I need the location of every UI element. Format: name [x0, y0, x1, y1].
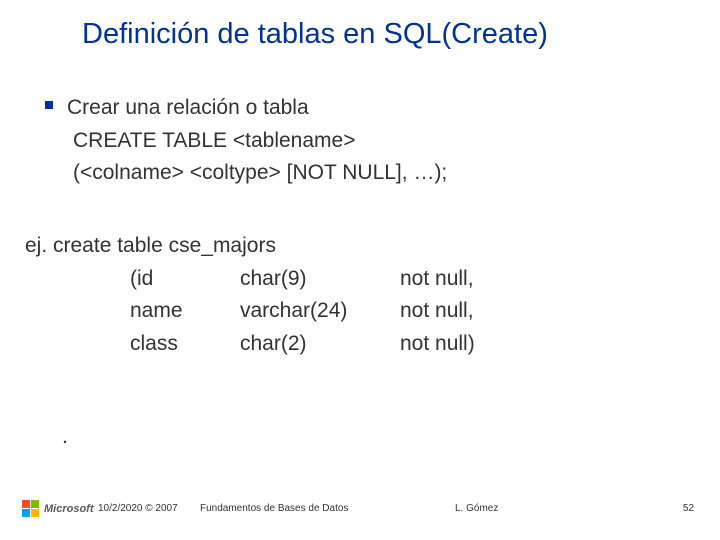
slide: Definición de tablas en SQL(Create) Crea…	[0, 0, 720, 540]
bullet-text-3: (<colname> <coltype> [NOT NULL], …);	[45, 157, 447, 190]
example-row: (id char(9) not null,	[25, 263, 475, 296]
microsoft-logo-text: Microsoft	[44, 503, 94, 515]
example-cell: not null)	[400, 328, 475, 361]
footer: Microsoft 10/2/2020 © 2007 Fundamentos d…	[0, 498, 720, 528]
example-cell: char(2)	[240, 328, 400, 361]
example-cell: (id	[130, 263, 240, 296]
square-bullet-icon	[45, 101, 53, 109]
dot-text: .	[62, 425, 68, 449]
example-cell: class	[130, 328, 240, 361]
example-cell: name	[130, 295, 240, 328]
bullet-block: Crear una relación o tabla CREATE TABLE …	[45, 92, 447, 190]
example-block: ej. create table cse_majors (id char(9) …	[25, 230, 475, 360]
microsoft-flag-icon	[22, 500, 40, 518]
example-cell	[25, 295, 130, 328]
example-row: name varchar(24) not null,	[25, 295, 475, 328]
example-cell: varchar(24)	[240, 295, 400, 328]
example-cell: not null,	[400, 263, 474, 296]
footer-page-number: 52	[683, 503, 694, 514]
example-cell: not null,	[400, 295, 474, 328]
slide-title: Definición de tablas en SQL(Create)	[82, 18, 548, 51]
bullet-text-2: CREATE TABLE <tablename>	[45, 125, 447, 158]
example-cell	[25, 263, 130, 296]
example-cell	[25, 328, 130, 361]
footer-author: L. Gómez	[455, 503, 498, 514]
bullet-line-1: Crear una relación o tabla	[45, 92, 447, 125]
example-intro: ej. create table cse_majors	[25, 230, 475, 263]
example-row: class char(2) not null)	[25, 328, 475, 361]
footer-center: Fundamentos de Bases de Datos	[200, 503, 348, 514]
microsoft-logo: Microsoft	[22, 500, 94, 518]
example-cell: char(9)	[240, 263, 400, 296]
bullet-text-1: Crear una relación o tabla	[67, 96, 309, 119]
footer-date: 10/2/2020 © 2007	[98, 503, 178, 514]
